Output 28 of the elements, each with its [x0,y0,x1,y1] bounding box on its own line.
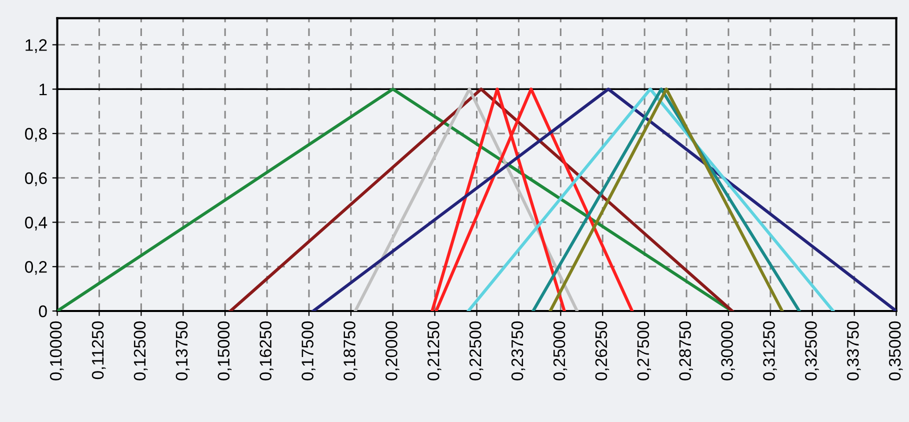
x-tick-label: 0,33750 [846,321,861,380]
y-tick-label: 0,6 [25,172,47,186]
x-tick-label: 0,17500 [302,321,316,380]
y-tick-label: 0,2 [25,261,47,275]
x-tick-label: 0,32500 [805,321,819,380]
x-tick-label: 0,25000 [553,321,568,380]
x-tick-label: 0,30000 [721,321,735,380]
x-tick-label: 0,13750 [176,321,190,380]
x-tick-label: 0,23750 [511,321,526,380]
x-tick-label: 0,10000 [50,321,64,380]
x-tick-label: 0,27500 [637,321,652,380]
y-tick-label: 0 [38,305,47,318]
x-tick-label: 0,12500 [134,321,148,380]
x-tick-label: 0,21250 [427,321,442,380]
x-tick-label: 0,31250 [763,321,777,380]
y-tick-label: 1,2 [26,39,47,53]
y-tick-label: 0,4 [25,216,48,230]
x-tick-label: 0,16250 [260,321,274,380]
x-tick-label: 0,22500 [469,321,484,380]
x-tick-label: 0,28750 [679,321,693,380]
x-tick-label: 0,11250 [92,321,106,380]
y-tick-label: 1 [40,84,47,96]
x-tick-label: 0,26250 [595,321,610,380]
y-tick-label: 0,8 [25,128,47,142]
x-tick-label: 0,35000 [888,321,903,380]
x-tick-label: 0,18750 [344,321,358,380]
x-tick-label: 0,15000 [218,321,232,380]
x-tick-label: 0,20000 [386,321,400,380]
